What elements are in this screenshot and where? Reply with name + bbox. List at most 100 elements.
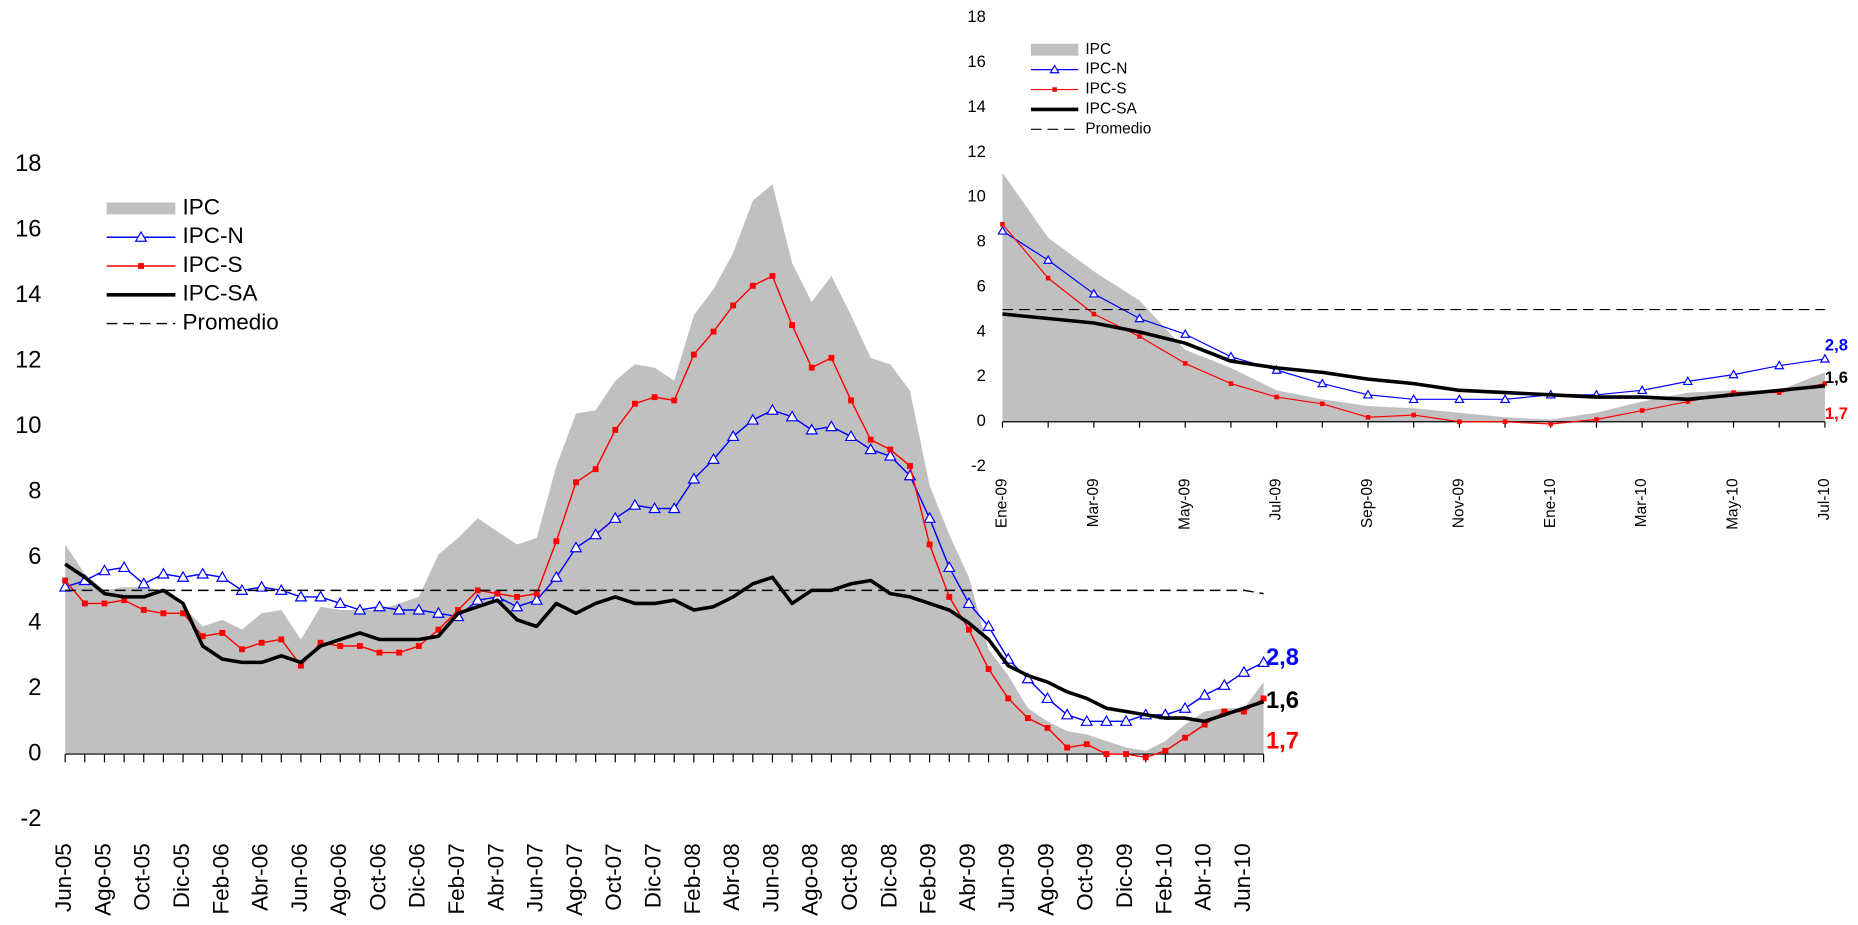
point [985, 666, 992, 672]
point [317, 639, 324, 646]
x-tick-label: May-09 [1176, 478, 1193, 529]
point [474, 587, 481, 594]
point [1221, 708, 1228, 715]
point [1241, 708, 1247, 715]
point [239, 646, 245, 653]
x-tick-label: Dic-05 [169, 843, 194, 908]
legend-marker [1049, 64, 1060, 74]
point [373, 600, 386, 612]
legend-label: IPC-SA [182, 281, 257, 306]
point [81, 600, 88, 607]
point [333, 596, 347, 609]
point [1178, 701, 1192, 713]
point [219, 629, 226, 636]
legend-label: IPC-S [182, 252, 242, 277]
point [1083, 741, 1090, 748]
point [1320, 401, 1325, 407]
point [808, 364, 815, 371]
point [530, 593, 544, 605]
point [455, 607, 462, 613]
point [690, 351, 697, 358]
point [648, 501, 661, 514]
point [1080, 714, 1094, 726]
point [1548, 421, 1554, 427]
area [65, 184, 1264, 755]
y-tick-label: -2 [20, 806, 41, 832]
x-tick-label: Abr-06 [248, 843, 273, 911]
point [997, 225, 1008, 235]
x-tick-label: Ene-10 [1542, 478, 1559, 528]
point [1182, 361, 1188, 366]
point [1317, 378, 1328, 388]
point [98, 564, 111, 576]
point [415, 643, 422, 649]
point [1776, 390, 1782, 395]
legend-marker [134, 230, 148, 242]
point [353, 603, 367, 615]
point [1162, 747, 1169, 754]
point [1822, 381, 1828, 386]
point [1201, 721, 1208, 728]
y-tick-label: 14 [967, 97, 985, 116]
point [494, 590, 501, 597]
point [1123, 751, 1130, 758]
y-tick-label: 0 [977, 411, 986, 430]
x-tick-label: Feb-06 [208, 843, 233, 914]
point [707, 452, 720, 464]
point [1636, 384, 1648, 395]
x-tick-label: Jun-07 [523, 843, 548, 912]
series-line [64, 562, 1265, 724]
point [785, 410, 799, 422]
x-tick-label: Ene-09 [994, 478, 1011, 528]
point [608, 511, 622, 523]
point [825, 420, 838, 432]
legend-label: IPC-S [1085, 81, 1126, 98]
point [1362, 389, 1374, 399]
point [1024, 715, 1031, 722]
area [1002, 172, 1825, 422]
point [769, 273, 776, 279]
legend-label: Promedio [1085, 120, 1151, 137]
point [255, 580, 268, 592]
y-tick-label: 4 [977, 321, 986, 340]
point [1274, 394, 1279, 400]
x-tick-label: Ago-09 [1033, 843, 1058, 916]
point [1454, 393, 1465, 404]
point [1411, 412, 1416, 418]
legend-label: IPC-N [182, 223, 243, 248]
x-tick-label: Oct-06 [365, 843, 390, 911]
point [867, 436, 874, 443]
point [1182, 734, 1188, 741]
point [1100, 714, 1113, 726]
x-tick-label: Jun-10 [1230, 843, 1255, 912]
x-tick-label: Mar-09 [1085, 478, 1102, 527]
legend-label: IPC-SA [1085, 101, 1137, 118]
y-tick-label: 10 [967, 187, 985, 206]
y-tick-label: 14 [15, 282, 41, 308]
end-label: 2,8 [1825, 335, 1848, 354]
point [1499, 393, 1511, 404]
point [1064, 744, 1071, 751]
y-tick-label: 6 [28, 544, 41, 570]
point [140, 607, 147, 613]
point [1228, 381, 1234, 386]
point [828, 354, 835, 361]
y-tick-label: 8 [28, 478, 41, 504]
point [1457, 419, 1462, 425]
point [1682, 376, 1694, 386]
point [1260, 695, 1267, 702]
point [1119, 714, 1133, 726]
x-tick-label: Jul-09 [1268, 478, 1285, 520]
legend-label: IPC-N [1085, 61, 1127, 78]
x-tick-label: Sep-09 [1359, 478, 1376, 528]
point [58, 580, 72, 592]
point [789, 322, 796, 329]
x-tick-label: Dic-08 [876, 843, 901, 908]
point [514, 593, 520, 600]
point [157, 567, 170, 579]
point [258, 639, 265, 646]
y-tick-label: 2 [977, 366, 986, 385]
end-label: 2,8 [1266, 645, 1299, 671]
x-tick-label: Dic-06 [405, 843, 430, 908]
